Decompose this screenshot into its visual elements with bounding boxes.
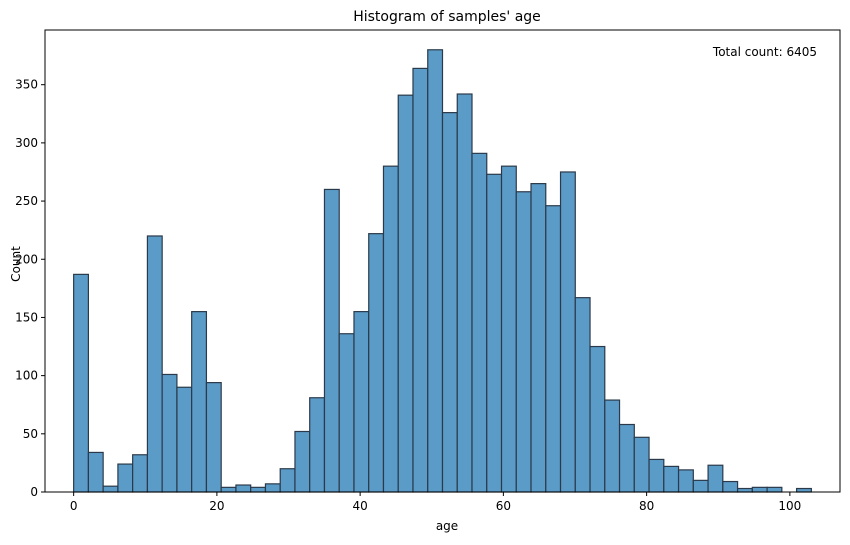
y-tick-label: 200 [15, 252, 38, 266]
x-tick-label: 20 [209, 499, 224, 513]
y-tick-label: 300 [15, 136, 38, 150]
x-tick-label: 80 [639, 499, 654, 513]
plot-frame [44, 29, 841, 493]
histogram-bar [161, 373, 178, 493]
histogram-bar [264, 483, 281, 493]
histogram-bar [486, 173, 503, 493]
histogram-bar [412, 67, 429, 493]
bars-group [73, 49, 812, 493]
histogram-bar [323, 188, 340, 493]
x-axis-label: age [436, 519, 458, 533]
histogram-bar [102, 485, 119, 493]
x-tick-label: 60 [496, 499, 511, 513]
histogram-bar [707, 464, 724, 493]
histogram-bar [766, 486, 783, 493]
y-tick-label: 0 [30, 485, 38, 499]
histogram-bar [456, 93, 473, 493]
total-count-annotation: Total count: 6405 [712, 45, 817, 59]
histogram-bar [250, 486, 267, 493]
histogram-bar [279, 468, 296, 493]
histogram-bar [205, 382, 222, 493]
x-tick-label: 0 [70, 499, 78, 513]
x-tick-label: 40 [352, 499, 367, 513]
histogram-bar [574, 297, 591, 493]
histogram-bar [294, 430, 311, 493]
histogram-bar [663, 465, 680, 493]
y-tick-label: 100 [15, 369, 38, 383]
histogram-bar [692, 479, 709, 493]
histogram-bar [73, 273, 90, 493]
histogram-bar [309, 397, 326, 493]
histogram-bar [795, 487, 812, 493]
histogram-bar [397, 94, 414, 493]
y-tick-label: 250 [15, 194, 38, 208]
histogram-bar [515, 191, 532, 493]
histogram-bar [677, 469, 694, 493]
histogram-bar [559, 171, 576, 493]
histogram-bar [441, 112, 458, 493]
y-tick-label: 350 [15, 78, 38, 92]
histogram-bar [736, 487, 753, 493]
axes-group: 0 20 40 60 80 100 0 50 100 150 200 250 300 350 [15, 29, 841, 513]
histogram-bar [368, 233, 385, 493]
histogram-bar [191, 311, 208, 493]
histogram-bar [235, 484, 252, 493]
histogram-bar [618, 423, 635, 493]
x-tick-label: 100 [778, 499, 801, 513]
histogram-bar [648, 458, 665, 493]
y-axis-label: Count [9, 246, 23, 282]
histogram-bar [353, 311, 370, 493]
histogram-bar [338, 333, 355, 493]
histogram-bar [220, 486, 237, 493]
histogram-bar [87, 451, 104, 493]
histogram-bar [530, 183, 547, 493]
histogram-bar [589, 345, 606, 493]
histogram-bar [545, 205, 562, 493]
histogram-bar [132, 454, 149, 493]
histogram-bar [751, 486, 768, 493]
histogram-bar [633, 436, 650, 493]
histogram-bar [722, 480, 739, 493]
histogram-bar [604, 399, 621, 493]
histogram-bar [176, 386, 193, 493]
histogram-bar [117, 463, 134, 493]
histogram-bar [500, 165, 517, 493]
y-tick-label: 50 [23, 427, 38, 441]
histogram-bar [427, 49, 444, 493]
chart-title: Histogram of samples' age [353, 9, 541, 25]
histogram-bar [146, 235, 163, 493]
y-tick-label: 150 [15, 310, 38, 324]
histogram-bar [382, 165, 399, 493]
histogram-bar [471, 152, 488, 493]
